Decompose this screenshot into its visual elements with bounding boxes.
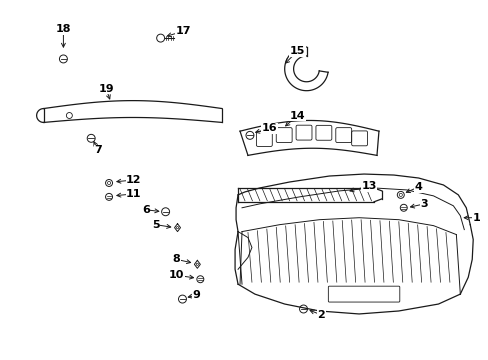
Text: 14: 14 bbox=[289, 111, 305, 121]
Text: 8: 8 bbox=[172, 255, 180, 264]
Text: 9: 9 bbox=[192, 290, 200, 300]
Text: 17: 17 bbox=[175, 26, 191, 36]
Text: 1: 1 bbox=[471, 213, 479, 223]
Text: 19: 19 bbox=[98, 84, 114, 94]
Text: 7: 7 bbox=[94, 145, 102, 155]
Text: 11: 11 bbox=[126, 189, 142, 199]
Text: 12: 12 bbox=[126, 175, 142, 185]
Text: 5: 5 bbox=[152, 220, 159, 230]
Text: 4: 4 bbox=[414, 182, 422, 192]
Text: 3: 3 bbox=[420, 199, 427, 209]
Text: 15: 15 bbox=[289, 46, 305, 56]
Text: 10: 10 bbox=[168, 270, 184, 280]
Text: 2: 2 bbox=[317, 310, 325, 320]
Text: 6: 6 bbox=[142, 205, 149, 215]
Text: 16: 16 bbox=[262, 123, 277, 134]
Text: 13: 13 bbox=[361, 181, 376, 191]
Text: 18: 18 bbox=[56, 24, 71, 34]
